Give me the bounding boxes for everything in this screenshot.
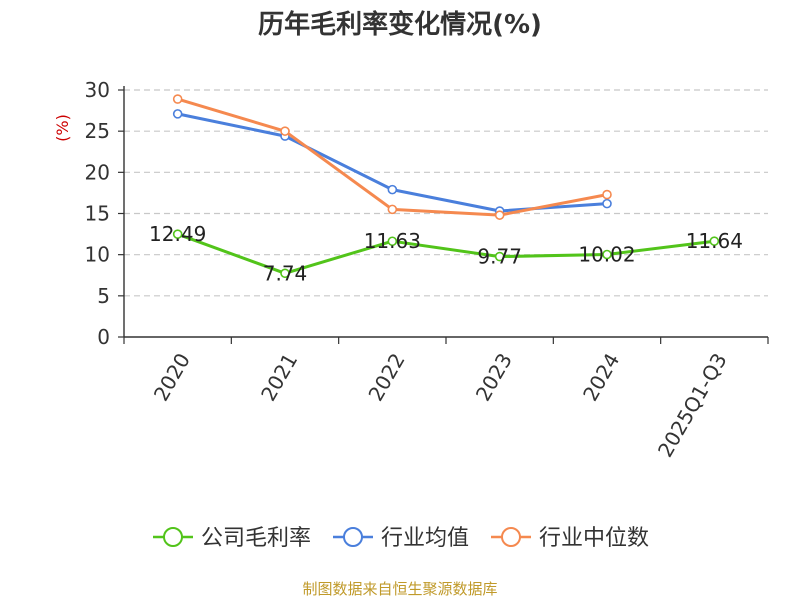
- data-point: [280, 268, 290, 279]
- source-footer: 制图数据来自恒生聚源数据库: [302, 580, 498, 598]
- data-label: 7.74: [263, 261, 308, 285]
- y-tick-label: 0: [97, 325, 110, 349]
- data-point: [172, 94, 183, 104]
- legend-label: 行业均值: [381, 526, 469, 551]
- series-line: [177, 232, 715, 275]
- data-label: 12.49: [149, 222, 206, 246]
- legend-label: 行业中位数: [539, 526, 649, 551]
- x-tick-label: 2022: [363, 349, 409, 405]
- x-tick-label: 2024: [578, 349, 624, 405]
- data-label-layer: 12.49 7.74 11.63 9.77 10.02 11.64: [149, 222, 743, 285]
- data-point: [494, 210, 505, 220]
- legend: 公司毛利率 行业均值 行业中位数: [153, 526, 649, 551]
- legend-marker-icon: [163, 527, 183, 547]
- data-point: [172, 109, 183, 119]
- data-label: 9.77: [477, 245, 522, 269]
- series-layer: [172, 94, 720, 279]
- x-tick-label: 2023: [471, 349, 517, 405]
- data-point: [602, 249, 612, 260]
- data-point: [280, 126, 290, 136]
- data-label: 11.63: [364, 229, 421, 253]
- chart-title: 历年毛利率变化情况(%): [258, 10, 542, 40]
- series-line: [177, 112, 608, 213]
- data-point: [387, 184, 398, 195]
- data-point: [494, 251, 505, 262]
- axis-layer: 0 5 10 15 20 25 30 2020 2021 2022 2023 2024 2025Q1-Q…: [85, 78, 769, 461]
- data-point: [387, 204, 398, 215]
- x-tick-label: 2021: [256, 349, 302, 405]
- legend-marker-icon: [501, 527, 521, 547]
- grid-layer: [124, 89, 768, 297]
- data-point: [602, 198, 612, 209]
- data-point: [387, 236, 398, 247]
- data-label: 10.02: [578, 243, 635, 267]
- y-tick-label: 25: [85, 119, 110, 143]
- x-tick-label: 2025Q1-Q3: [653, 349, 732, 461]
- data-point: [709, 236, 720, 246]
- series-line: [177, 97, 608, 217]
- y-tick-label: 10: [85, 243, 110, 267]
- x-tick-label: 2020: [149, 349, 195, 405]
- legend-label: 公司毛利率: [201, 526, 311, 551]
- y-tick-label: 20: [85, 160, 110, 184]
- y-tick-label: 30: [85, 78, 110, 102]
- data-label: 11.64: [686, 229, 743, 253]
- legend-marker-icon: [343, 527, 363, 547]
- data-point: [172, 229, 183, 239]
- y-tick-label: 15: [85, 202, 110, 226]
- y-tick-label: 5: [97, 284, 110, 308]
- y-unit-label: (%): [53, 114, 72, 142]
- data-point: [602, 189, 612, 200]
